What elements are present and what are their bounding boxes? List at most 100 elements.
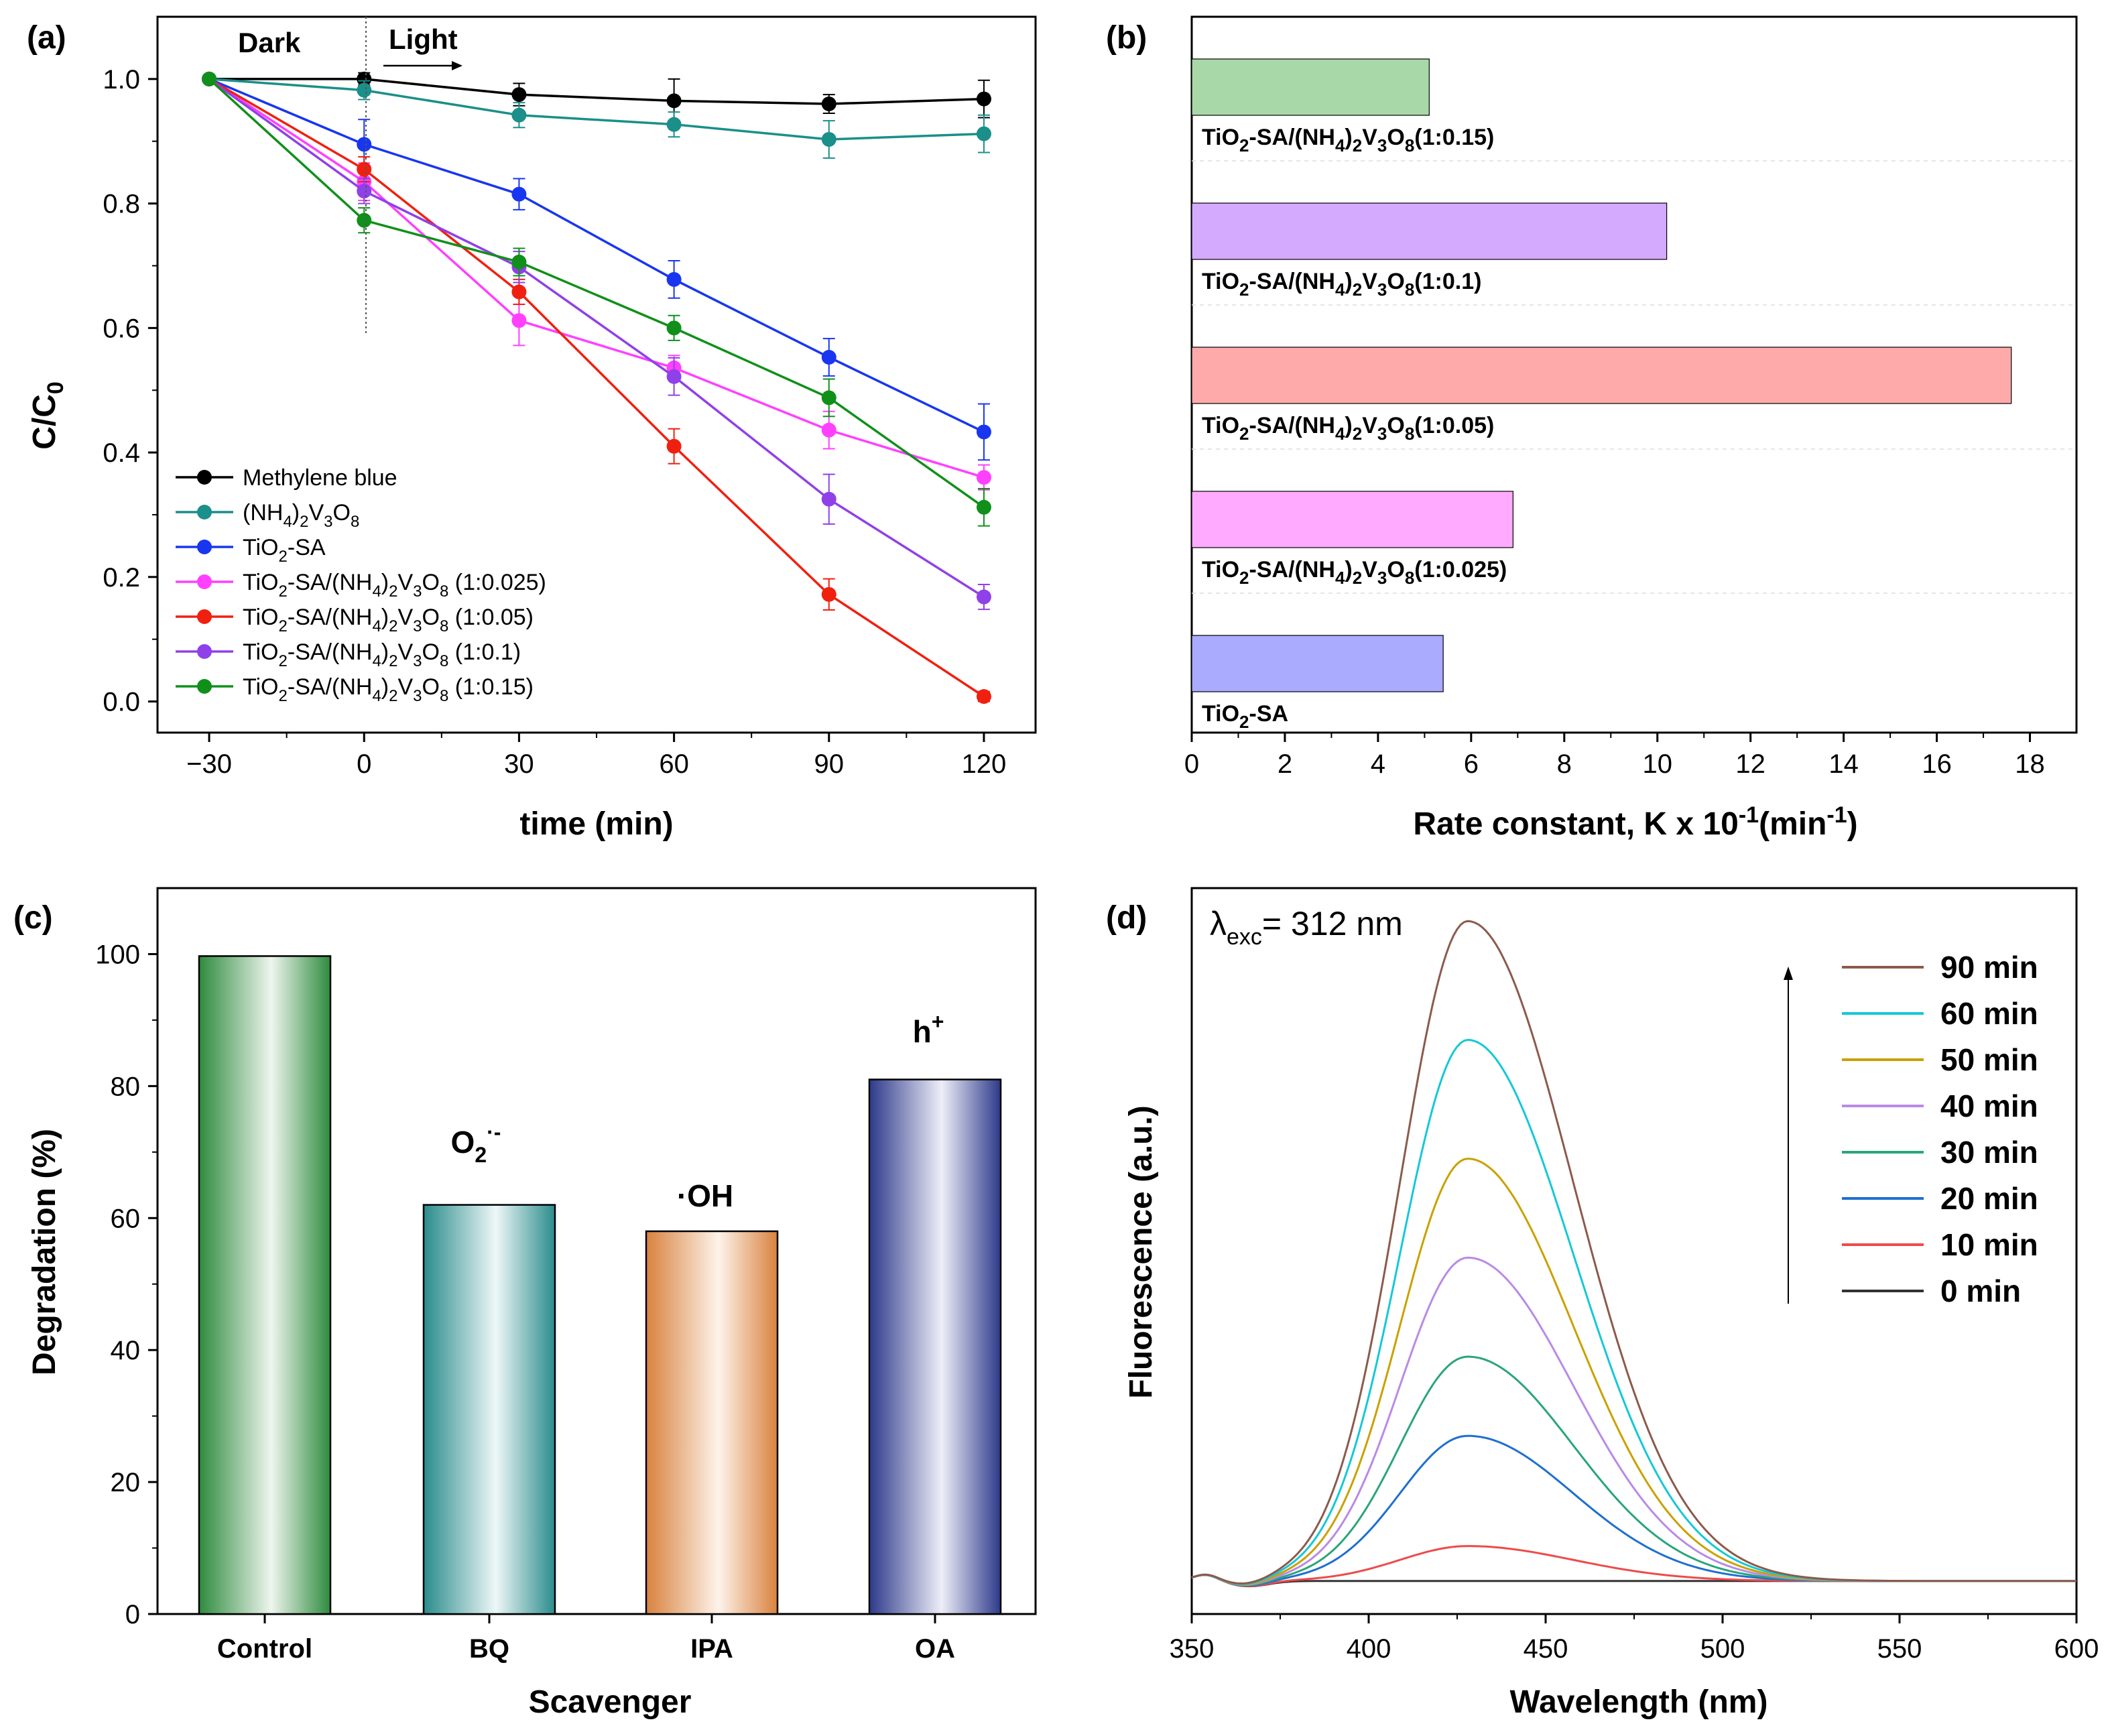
legend-label-s2: 4 <box>372 582 381 601</box>
data-point <box>976 126 991 141</box>
ipa-species-label: ·OH <box>677 1178 733 1213</box>
c-ytick-label: 20 <box>111 1468 141 1497</box>
legend-label-main: (NH <box>243 500 283 525</box>
legend-label-s2: 2 <box>300 513 308 531</box>
bar-label-s1: 2 <box>1239 568 1249 588</box>
rate-bar <box>1191 58 1430 116</box>
legend-label-s4: 3 <box>413 617 422 635</box>
bar-label-main: TiO <box>1202 269 1239 294</box>
data-point <box>511 254 527 269</box>
bar-label-main: TiO <box>1202 413 1239 438</box>
panel-a-legend: Methylene blue(NH4)2V3O8TiO2-SATiO2-SA/(… <box>176 465 546 705</box>
dark-label: Dark <box>238 27 301 58</box>
bar-label-m3: ) <box>1345 413 1352 438</box>
c-ytick-label: 100 <box>95 940 140 969</box>
panel-a-xlabel: time (min) <box>519 806 673 842</box>
legend-label: TiO2-SA/(NH4)2V3O8 (1:0.025) <box>243 570 546 601</box>
panel-b-xlabel-c: ) <box>1847 806 1858 842</box>
degradation-bar <box>422 1204 556 1615</box>
excitation-value: = 312 nm <box>1262 905 1403 942</box>
legend-label-s5: 8 <box>440 687 448 705</box>
bar-b-1: TiO2-SA/(NH4)2V3O8(1:0.1) <box>1191 202 2076 306</box>
bar-label-s4: 3 <box>1377 568 1387 588</box>
bar-label-s1: 2 <box>1239 712 1249 732</box>
legend-marker <box>197 505 212 519</box>
b-xtick-label: 2 <box>1278 749 1292 779</box>
bar-label-m5: O <box>1387 125 1404 150</box>
series-line <box>208 78 985 479</box>
bar-c-3: OA <box>868 1078 1002 1664</box>
panel-b-ticks: 0 2 4 6 8 10 12 14 16 18 <box>1184 733 2045 779</box>
bar-label-main: TiO <box>1202 557 1239 582</box>
legend-label-s5: 8 <box>440 652 448 670</box>
bar-label-m2: -SA/(NH <box>1249 125 1335 150</box>
a-xtick-label: 90 <box>814 749 845 779</box>
legend-label-m2: -SA/(NH <box>288 639 373 665</box>
bar-label-s4: 3 <box>1377 280 1387 300</box>
bar-label: TiO2-SA/(NH4)2V3O8(1:0.025) <box>1202 557 1507 588</box>
series-a-2 <box>202 71 991 461</box>
degradation-bar <box>198 955 332 1615</box>
bq-species-sup: ·- <box>487 1120 501 1144</box>
bar-c-0: Control <box>198 955 332 1664</box>
data-point <box>821 97 836 112</box>
legend-marker <box>197 470 212 485</box>
c-ytick-label: 0 <box>125 1600 140 1629</box>
legend-label-m3: V <box>308 500 324 525</box>
data-point <box>511 284 527 300</box>
series-line <box>208 78 985 434</box>
panel-b-xlabel-b: (min <box>1759 806 1826 842</box>
bar-label-m2: -SA/(NH <box>1249 269 1335 294</box>
a-xtick-label: 30 <box>504 749 534 779</box>
legend-label-s2: 4 <box>372 617 381 635</box>
bar-label-m2: -SA <box>1249 701 1289 727</box>
series-line <box>208 78 985 509</box>
bar-c-1: BQ <box>422 1204 556 1664</box>
panel-b-xlabel-a: Rate constant, K x 10 <box>1413 806 1738 842</box>
b-xtick-label: 4 <box>1371 749 1385 779</box>
bar-label-m4: V <box>1362 125 1377 150</box>
legend-label-s3: 2 <box>389 687 397 705</box>
light-label: Light <box>389 23 458 55</box>
panel-c-frame <box>156 887 1037 1615</box>
bar-label-s5: 8 <box>1405 424 1414 444</box>
series-line <box>208 78 985 599</box>
data-point <box>357 162 372 177</box>
legend-label-main: TiO <box>243 639 279 665</box>
panel-b-xlabel-sup2: -1 <box>1826 802 1847 828</box>
category-label: BQ <box>469 1634 509 1664</box>
bar-label-s5: 8 <box>1405 568 1414 588</box>
a-ytick-label: 0.6 <box>103 314 140 343</box>
b-xtick-label: 8 <box>1557 749 1572 779</box>
legend-label-m4: V <box>397 605 413 630</box>
panel-b-xlabel: Rate constant, K x 10-1(min-1) <box>1413 802 1857 842</box>
oa-species-sup: + <box>932 1009 944 1034</box>
b-xtick-label: 14 <box>1828 749 1859 779</box>
series-a-5 <box>202 71 991 611</box>
bar-c-2: IPA <box>645 1230 779 1664</box>
legend-label-s4: 3 <box>413 687 422 705</box>
panel-a-ylabel-sub: 0 <box>43 381 68 394</box>
legend-label-m3: ) <box>381 570 389 595</box>
a-xtick-label: 0 <box>357 749 371 779</box>
bar-label-m3: ) <box>1345 125 1352 150</box>
legend-label-s1: 4 <box>283 513 292 531</box>
category-label: OA <box>915 1634 955 1664</box>
legend-label-main: Methylene blue <box>243 465 397 491</box>
bar-label-m5: O <box>1387 557 1404 582</box>
bar-b-3: TiO2-SA/(NH4)2V3O8(1:0.025) <box>1191 491 2076 594</box>
legend-label-m5: O <box>422 674 440 700</box>
spectrum-90-min <box>1191 920 2076 1585</box>
panel-d: 350 400 450 500 550 600 λexc= 312 nm 90 min 60… <box>1106 887 2099 1720</box>
data-point <box>821 586 836 602</box>
bar-label: TiO2-SA/(NH4)2V3O8(1:0.1) <box>1202 269 1481 300</box>
a-xtick-label: −30 <box>186 749 232 779</box>
legend-label-m2: -SA <box>288 535 326 560</box>
legend-label-m3: ) <box>381 674 389 700</box>
rate-bar <box>1191 491 1513 548</box>
increase-arrowhead <box>1784 967 1793 980</box>
legend-label-m2: -SA/(NH <box>288 605 373 630</box>
bar-label-s4: 3 <box>1377 424 1387 444</box>
bar-label-m6: (1:0.025) <box>1414 557 1507 582</box>
a-ytick-label: 0.0 <box>103 688 140 717</box>
